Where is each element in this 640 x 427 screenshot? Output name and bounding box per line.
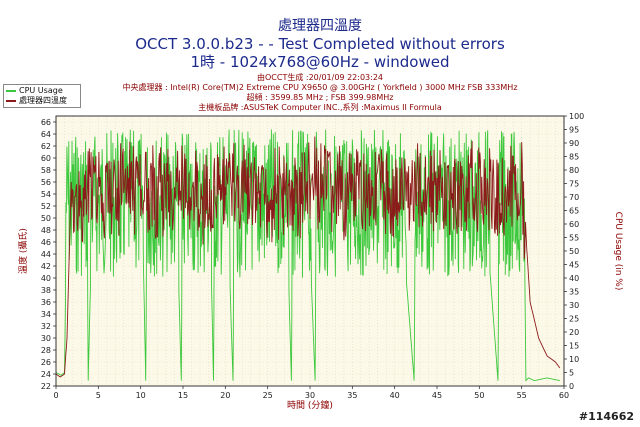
y-right-tick-label: 50	[569, 247, 579, 256]
info-cpu: 中央處理器 : Intel(R) Core(TM)2 Extreme CPU X…	[122, 83, 518, 92]
y-right-tick-label: 65	[569, 207, 579, 216]
x-tick-label: 20	[220, 391, 230, 400]
info-clock: 超頻 : 3599.85 MHz ; FSB 399.98MHz	[246, 93, 394, 102]
legend-label-temperature: 處理器四溫度	[19, 96, 67, 105]
y-left-tick-label: 38	[41, 286, 51, 295]
legend-swatch-temperature	[6, 100, 16, 102]
y-left-tick-label: 32	[41, 322, 51, 331]
chart-subtitle-test: OCCT 3.0.0.b23 - - Test Completed withou…	[135, 35, 505, 53]
y-right-tick-label: 95	[569, 126, 579, 135]
y-right-tick-label: 80	[569, 166, 579, 175]
y-left-tick-label: 28	[41, 346, 51, 355]
y-right-tick-label: 100	[569, 112, 584, 121]
x-tick-label: 30	[305, 391, 315, 400]
y-right-tick-label: 40	[569, 274, 579, 283]
x-tick-label: 35	[347, 391, 357, 400]
x-axis-label: 時間 (分鐘)	[287, 399, 333, 411]
info-board: 主機板品牌 :ASUSTeK Computer INC.,系列 :Maximus…	[198, 103, 442, 112]
x-tick-label: 55	[517, 391, 527, 400]
y-right-tick-label: 60	[569, 220, 579, 229]
y-left-tick-label: 46	[41, 238, 51, 247]
y-left-tick-label: 26	[41, 358, 51, 367]
y-left-tick-label: 54	[41, 190, 51, 199]
y-right-tick-label: 35	[569, 288, 579, 297]
y-left-axis-label: 溫度 (攝氏)	[17, 228, 29, 274]
y-left-tick-label: 22	[41, 382, 51, 391]
legend-item-temperature: 處理器四溫度	[6, 96, 78, 106]
y-right-tick-label: 10	[569, 355, 579, 364]
legend-label-cpu-usage: CPU Usage	[19, 86, 63, 95]
y-left-tick-label: 50	[41, 214, 51, 223]
y-right-tick-label: 45	[569, 261, 579, 270]
x-tick-label: 40	[390, 391, 400, 400]
y-right-tick-label: 30	[569, 301, 579, 310]
y-left-tick-label: 56	[41, 178, 51, 187]
watermark-id: #114662	[578, 410, 634, 423]
y-left-tick-label: 24	[41, 370, 51, 379]
legend-item-cpu-usage: CPU Usage	[6, 86, 78, 96]
x-tick-label: 60	[559, 391, 569, 400]
x-tick-label: 15	[178, 391, 188, 400]
y-left-tick-label: 64	[41, 130, 51, 139]
y-right-tick-label: 55	[569, 234, 579, 243]
y-left-tick-label: 52	[41, 202, 51, 211]
chart-subtitle-resolution: 1時 - 1024x768@60Hz - windowed	[190, 53, 450, 71]
chart-title: 處理器四溫度	[278, 18, 362, 34]
x-tick-label: 0	[53, 391, 58, 400]
x-tick-label: 45	[432, 391, 442, 400]
series-line-temperature	[55, 136, 561, 378]
legend-swatch-cpu-usage	[6, 90, 16, 92]
y-right-tick-label: 25	[569, 315, 579, 324]
y-right-tick-label: 15	[569, 342, 579, 351]
y-right-tick-label: 5	[569, 369, 574, 378]
y-left-tick-label: 44	[41, 250, 51, 259]
info-generated: 由OCCT生成 :20/01/09 22:03:24	[257, 73, 383, 82]
y-left-tick-label: 58	[41, 166, 51, 175]
y-right-tick-label: 75	[569, 180, 579, 189]
y-right-axis-label: CPU Usage (in %)	[613, 212, 623, 291]
y-left-tick-label: 42	[41, 262, 51, 271]
y-right-tick-label: 20	[569, 328, 579, 337]
y-left-tick-label: 40	[41, 274, 51, 283]
y-left-tick-label: 60	[41, 154, 51, 163]
y-right-tick-label: 70	[569, 193, 579, 202]
y-left-tick-label: 36	[41, 298, 51, 307]
y-left-tick-label: 30	[41, 334, 51, 343]
y-right-tick-label: 0	[569, 382, 574, 391]
chart-legend: CPU Usage 處理器四溫度	[3, 84, 81, 108]
x-tick-label: 10	[136, 391, 146, 400]
y-right-tick-label: 85	[569, 153, 579, 162]
x-tick-label: 5	[96, 391, 101, 400]
x-tick-label: 25	[263, 391, 273, 400]
y-left-tick-label: 34	[41, 310, 51, 319]
y-right-tick-label: 90	[569, 139, 579, 148]
y-left-tick-label: 62	[41, 142, 51, 151]
y-left-tick-label: 66	[41, 118, 51, 127]
x-tick-label: 50	[474, 391, 484, 400]
y-left-tick-label: 48	[41, 226, 51, 235]
